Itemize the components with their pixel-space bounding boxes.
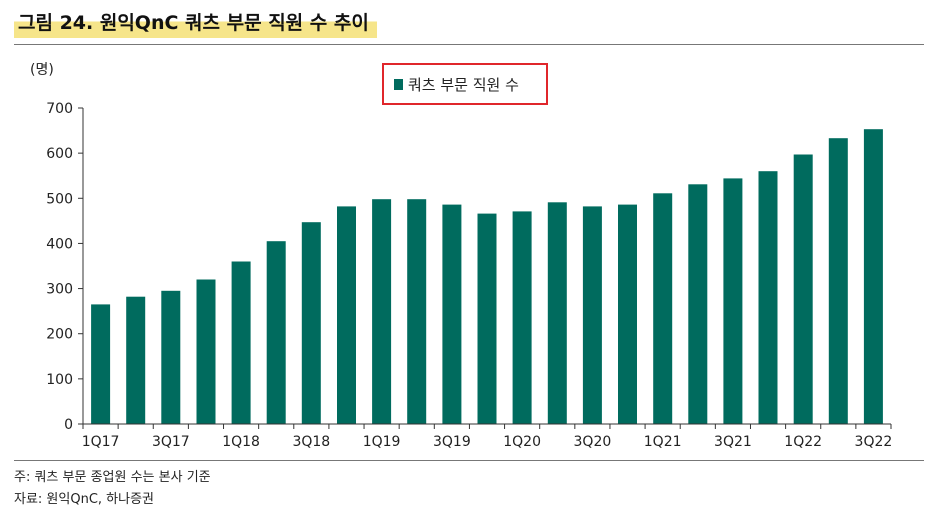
y-tick-label: 0 [64, 417, 73, 433]
bar-1Q19 [372, 199, 392, 424]
y-tick-label: 100 [46, 372, 73, 388]
x-tick-label: 3Q18 [292, 434, 330, 450]
figure-title: 그림 24. 원익QnC 쿼츠 부문 직원 수 추이 [14, 8, 377, 38]
x-tick-label: 3Q22 [855, 434, 893, 450]
bar-2Q19 [407, 199, 427, 424]
bar-4Q18 [337, 206, 356, 424]
x-axis: 1Q17 3Q17 1Q18 3Q18 1Q19 3Q19 1Q20 3Q20 1Q21 3Q21… [82, 423, 893, 450]
bar-2Q18 [266, 241, 286, 424]
bar-3Q22 [863, 129, 883, 424]
x-tick-label: 3Q21 [714, 434, 752, 450]
bar-1Q20 [512, 211, 532, 424]
bar-1Q22 [793, 154, 813, 424]
bar-2Q21 [688, 184, 708, 424]
bar-1Q21 [653, 193, 673, 424]
x-tick-label: 1Q22 [784, 434, 822, 450]
bar-1Q17 [91, 304, 111, 424]
bar-3Q21 [723, 178, 743, 424]
x-tick-label: 1Q21 [644, 434, 682, 450]
x-tick-label: 1Q17 [82, 434, 120, 450]
footer-divider [14, 460, 924, 461]
legend-box [382, 63, 548, 105]
bar-4Q21 [758, 171, 778, 424]
bar-3Q19 [442, 204, 462, 424]
y-tick-label: 200 [46, 327, 73, 343]
bar-2Q17 [126, 296, 146, 424]
y-tick-label: 600 [46, 146, 73, 162]
legend: 쿼츠 부문 직원 수 [382, 63, 548, 105]
legend-swatch [394, 79, 403, 90]
x-tick-label: 1Q19 [363, 434, 401, 450]
x-tick-label: 3Q20 [574, 434, 612, 450]
x-tick-label: 1Q18 [222, 434, 260, 450]
y-tick-label: 500 [46, 191, 73, 207]
title-divider [14, 44, 924, 45]
legend-label: 쿼츠 부문 직원 수 [408, 76, 519, 94]
bar-4Q19 [477, 213, 497, 424]
x-tick-label: 3Q17 [152, 434, 190, 450]
bar-4Q20 [618, 204, 637, 424]
bar-series [91, 129, 883, 424]
source-note: 자료: 원익QnC, 하나증권 [14, 492, 155, 507]
bar-1Q18 [231, 261, 251, 424]
y-tick-label: 400 [46, 236, 73, 252]
y-axis: 0 100 200 300 400 500 600 700 [46, 101, 84, 433]
footnote: 주: 쿼츠 부문 종업원 수는 본사 기준 [14, 470, 211, 485]
bar-4Q17 [196, 279, 216, 424]
y-tick-label: 300 [46, 282, 73, 298]
bar-3Q18 [301, 222, 321, 424]
y-axis-unit-label: (명) [30, 62, 54, 78]
x-tick-label: 3Q19 [433, 434, 471, 450]
x-tick-label: 1Q20 [503, 434, 541, 450]
bar-2Q22 [828, 138, 848, 424]
bar-2Q20 [547, 202, 567, 424]
bar-3Q17 [161, 290, 181, 424]
bar-3Q20 [582, 206, 602, 424]
y-tick-label: 700 [46, 101, 73, 117]
